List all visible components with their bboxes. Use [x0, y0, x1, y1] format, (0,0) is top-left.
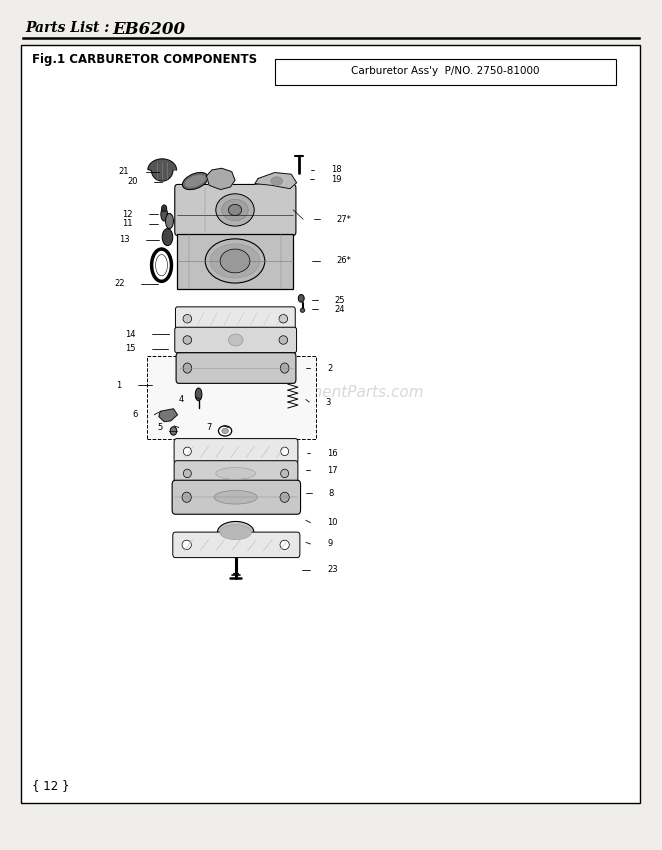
Ellipse shape [183, 363, 191, 373]
Ellipse shape [280, 363, 289, 373]
Text: EB6200: EB6200 [113, 21, 185, 38]
Text: 14: 14 [125, 330, 136, 338]
Text: 9: 9 [327, 540, 332, 548]
Polygon shape [207, 168, 235, 190]
Ellipse shape [222, 200, 248, 221]
Polygon shape [255, 173, 297, 189]
Text: 5: 5 [157, 423, 162, 432]
Ellipse shape [185, 175, 206, 187]
Ellipse shape [156, 255, 167, 276]
Text: 23: 23 [327, 565, 338, 574]
Text: Carburetor Ass'y  P/NO. 2750-81000: Carburetor Ass'y P/NO. 2750-81000 [351, 66, 539, 76]
Ellipse shape [152, 249, 171, 281]
Text: 12: 12 [122, 210, 132, 218]
Text: 7: 7 [207, 423, 212, 432]
Ellipse shape [228, 334, 243, 346]
Ellipse shape [210, 244, 260, 278]
Ellipse shape [279, 336, 287, 344]
Text: 21: 21 [118, 167, 129, 176]
Ellipse shape [183, 336, 191, 344]
Ellipse shape [222, 428, 228, 434]
Ellipse shape [195, 388, 202, 401]
FancyBboxPatch shape [177, 234, 293, 289]
FancyBboxPatch shape [172, 480, 301, 514]
Ellipse shape [162, 229, 173, 246]
Text: Parts List :: Parts List : [25, 21, 115, 35]
Text: 6: 6 [132, 411, 138, 419]
Text: 16: 16 [327, 449, 338, 457]
Text: 11: 11 [122, 219, 132, 228]
Ellipse shape [205, 239, 265, 283]
Ellipse shape [271, 177, 283, 185]
Text: 25: 25 [334, 296, 345, 304]
Ellipse shape [183, 447, 191, 456]
Text: 10: 10 [327, 518, 338, 527]
FancyBboxPatch shape [175, 327, 297, 353]
Ellipse shape [298, 295, 304, 303]
Text: 27*: 27* [336, 215, 351, 224]
Ellipse shape [166, 213, 173, 229]
Text: 1: 1 [116, 381, 121, 389]
FancyBboxPatch shape [173, 532, 300, 558]
Text: 15: 15 [125, 344, 136, 353]
Ellipse shape [214, 490, 257, 504]
Text: 18: 18 [331, 166, 342, 174]
Ellipse shape [280, 492, 289, 502]
Polygon shape [159, 409, 177, 422]
Text: 8: 8 [328, 489, 334, 497]
FancyBboxPatch shape [175, 307, 295, 331]
Ellipse shape [161, 207, 167, 221]
Ellipse shape [216, 194, 254, 226]
Ellipse shape [220, 249, 250, 273]
Ellipse shape [183, 173, 208, 190]
Ellipse shape [220, 524, 252, 540]
Bar [147, 356, 316, 439]
Ellipse shape [183, 469, 191, 478]
Text: 20: 20 [127, 178, 138, 186]
Ellipse shape [217, 522, 254, 543]
Ellipse shape [228, 205, 242, 216]
Bar [275, 60, 616, 85]
Text: 24: 24 [334, 305, 345, 314]
Ellipse shape [280, 541, 289, 550]
FancyBboxPatch shape [174, 461, 298, 486]
Ellipse shape [300, 309, 305, 313]
Ellipse shape [281, 469, 289, 478]
FancyBboxPatch shape [174, 439, 298, 464]
Text: { 12 }: { 12 } [32, 779, 70, 792]
Text: 17: 17 [327, 466, 338, 474]
Text: 22: 22 [114, 280, 124, 288]
Polygon shape [148, 159, 177, 181]
Ellipse shape [182, 541, 191, 550]
Text: 2: 2 [327, 364, 332, 372]
Ellipse shape [279, 314, 287, 323]
Text: 3: 3 [326, 398, 331, 406]
Ellipse shape [183, 314, 191, 323]
Ellipse shape [281, 447, 289, 456]
Ellipse shape [170, 427, 177, 435]
Ellipse shape [182, 492, 191, 502]
Text: 26*: 26* [336, 257, 351, 265]
Ellipse shape [216, 468, 256, 479]
Text: 4: 4 [179, 395, 184, 404]
Text: eReplacementParts.com: eReplacementParts.com [238, 385, 424, 400]
Bar [21, 45, 640, 803]
Text: 13: 13 [119, 235, 130, 244]
FancyBboxPatch shape [175, 184, 296, 235]
Ellipse shape [162, 205, 167, 212]
FancyBboxPatch shape [176, 353, 296, 383]
Text: 19: 19 [331, 175, 342, 184]
Ellipse shape [218, 426, 232, 436]
Text: Fig.1 CARBURETOR COMPONENTS: Fig.1 CARBURETOR COMPONENTS [32, 53, 257, 65]
